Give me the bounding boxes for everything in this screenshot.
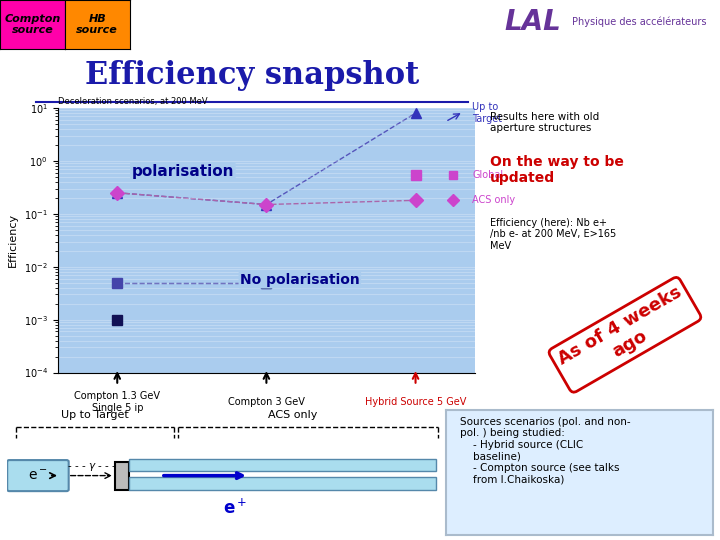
- Text: Up to
Target: Up to Target: [472, 102, 503, 124]
- Text: Efficiency snapshot: Efficiency snapshot: [85, 60, 419, 91]
- Text: LAL: LAL: [505, 8, 561, 36]
- Y-axis label: Efficiency: Efficiency: [8, 213, 18, 267]
- Text: Results here with old
aperture structures: Results here with old aperture structure…: [490, 112, 599, 133]
- Bar: [114, 462, 129, 490]
- Bar: [129, 477, 436, 490]
- Text: Deceleration scenarios, at 200 MeV: Deceleration scenarios, at 200 MeV: [58, 97, 207, 106]
- Text: Global: Global: [472, 170, 503, 180]
- Text: Up to Target: Up to Target: [61, 410, 129, 420]
- Text: Sources scenarios (pol. and non-
pol. ) being studied:
    - Hybrid source (CLIC: Sources scenarios (pol. and non- pol. ) …: [459, 417, 630, 484]
- Text: HB
source: HB source: [76, 14, 118, 35]
- Text: ACS only: ACS only: [268, 410, 318, 420]
- Text: Compton 3 GeV: Compton 3 GeV: [228, 397, 305, 407]
- Text: Physique des accélérateurs: Physique des accélérateurs: [572, 17, 706, 27]
- Bar: [129, 458, 436, 471]
- Text: Compton
source: Compton source: [4, 14, 60, 35]
- FancyBboxPatch shape: [7, 460, 68, 491]
- Text: On the way to be
updated: On the way to be updated: [490, 156, 624, 185]
- Text: As of 4 weeks
ago: As of 4 weeks ago: [555, 283, 695, 387]
- Text: ACS only: ACS only: [472, 195, 516, 205]
- Text: Hybrid Source 5 GeV: Hybrid Source 5 GeV: [365, 397, 467, 407]
- Text: e$^-$: e$^-$: [28, 469, 48, 483]
- Text: Efficiency (here): Nb e+
/nb e- at 200 MeV, E>165
MeV: Efficiency (here): Nb e+ /nb e- at 200 M…: [490, 218, 616, 251]
- Text: polarisation: polarisation: [132, 164, 234, 179]
- Text: Compton 1.3 GeV
Single 5 ip: Compton 1.3 GeV Single 5 ip: [74, 392, 161, 413]
- Text: e$^+$: e$^+$: [223, 498, 248, 518]
- Text: - - - $\gamma$ - - -: - - - $\gamma$ - - -: [66, 461, 117, 474]
- Text: No polarisation: No polarisation: [240, 273, 360, 287]
